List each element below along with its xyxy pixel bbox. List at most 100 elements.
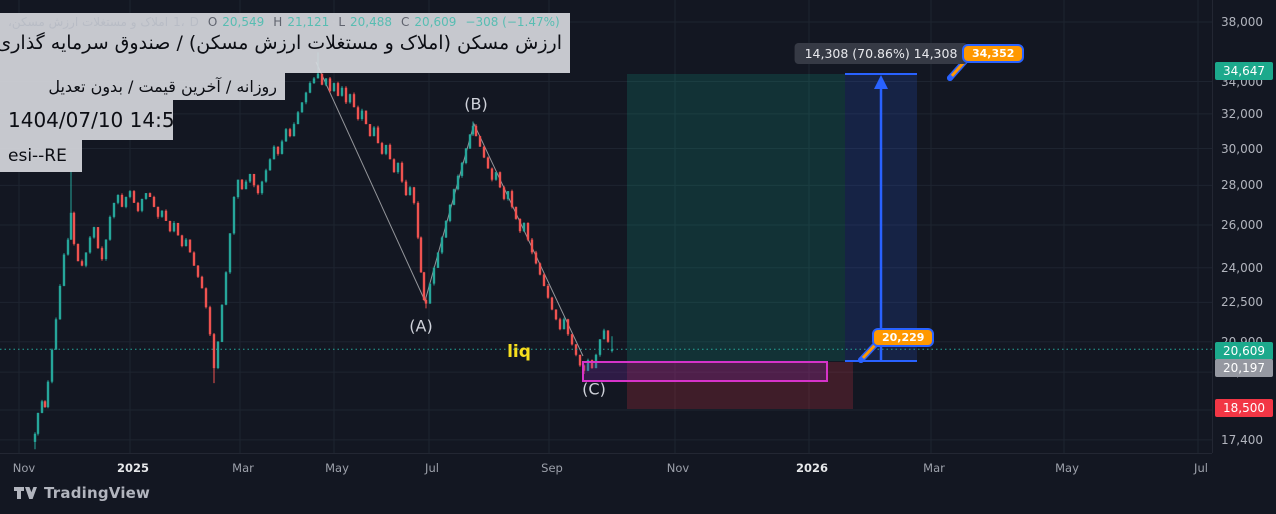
price-level-label: 18,500 xyxy=(1215,399,1273,417)
price-callout-34352[interactable]: 34,352 xyxy=(962,44,1025,63)
time-tick-month: Mar xyxy=(923,461,945,475)
price-level-label: 20,609 xyxy=(1215,342,1273,360)
candle xyxy=(252,173,256,188)
candle xyxy=(380,141,384,155)
legend-high-label: H xyxy=(273,15,283,29)
candle xyxy=(428,283,432,304)
price-tick-label: 26,000 xyxy=(1221,218,1263,232)
candle xyxy=(344,86,348,104)
candle xyxy=(542,273,546,287)
tradingview-branding[interactable]: TradingView xyxy=(14,484,150,502)
candle xyxy=(408,186,412,196)
candle xyxy=(400,161,404,183)
candle xyxy=(140,198,144,213)
range-arrow-drawing[interactable] xyxy=(845,73,917,362)
candle xyxy=(69,170,73,240)
candle xyxy=(356,105,360,121)
legend-interval[interactable]: 1، xyxy=(173,15,185,29)
candle xyxy=(232,196,236,235)
entry-zone-rect[interactable] xyxy=(582,361,828,382)
candle xyxy=(490,167,494,182)
time-tick-year: 2026 xyxy=(795,461,829,475)
note-session-text: روزانه / آخرین قیمت / بدون تعدیل xyxy=(48,77,277,96)
candle xyxy=(172,221,176,233)
time-axis[interactable]: Nov 2025 Mar May Jul Sep Nov 2026 Mar May Jul xyxy=(0,453,1212,480)
candle xyxy=(284,128,288,142)
candle xyxy=(236,179,240,199)
target-zone-teal[interactable] xyxy=(627,74,845,361)
candle xyxy=(292,122,296,137)
price-callout-20229[interactable]: 20,229 xyxy=(872,328,935,347)
candle xyxy=(554,309,558,321)
candle xyxy=(328,77,332,93)
candle xyxy=(144,193,148,200)
candle xyxy=(468,134,472,149)
candle xyxy=(602,328,606,340)
time-tick-month: Jul xyxy=(1194,461,1208,475)
candle xyxy=(276,146,280,156)
candle xyxy=(574,344,578,357)
candle xyxy=(36,412,40,436)
candle xyxy=(204,287,208,309)
candle xyxy=(570,333,574,346)
wave-label-a[interactable]: (A) xyxy=(409,316,433,336)
candle xyxy=(304,91,308,105)
candle xyxy=(412,186,416,205)
candle xyxy=(160,210,164,218)
candlesticks xyxy=(33,52,614,450)
candle xyxy=(124,196,128,209)
stop-zone-red[interactable] xyxy=(627,362,853,409)
projection-boxes[interactable] xyxy=(627,74,917,409)
note-title-text: ارزش مسکن (املاک و مستغلات ارزش مسکن) / … xyxy=(0,32,562,54)
candle xyxy=(108,215,112,241)
liquidity-label[interactable]: liq xyxy=(507,342,531,362)
entry-zone[interactable] xyxy=(582,361,828,382)
legend-open-value: 20,549 xyxy=(222,15,265,29)
candle xyxy=(518,218,522,233)
candle xyxy=(586,358,590,372)
candle xyxy=(92,226,96,239)
candle xyxy=(538,262,542,276)
candle xyxy=(192,251,196,266)
price-tick-label: 32,000 xyxy=(1221,106,1263,121)
candle xyxy=(240,179,244,190)
candle xyxy=(152,195,156,208)
candle xyxy=(368,124,372,137)
note-datetime-box[interactable]: 1404/07/10 14:53 xyxy=(0,100,173,140)
candle xyxy=(212,333,216,384)
candle xyxy=(606,330,610,343)
legend-timeframe[interactable]: D xyxy=(189,15,199,29)
note-title-box[interactable]: ارزش مسکن (املاک و مستغلات ارزش مسکن) / … xyxy=(0,13,570,73)
candle xyxy=(296,111,300,125)
legend-low-value: 20,488 xyxy=(350,15,392,29)
candle xyxy=(364,110,368,125)
legend-symbol-title[interactable]: املاک و مستغلات ارزش مسکن، xyxy=(8,15,169,29)
price-level-label: 20,197 xyxy=(1215,359,1273,377)
price-chart-pane[interactable]: ارزش مسکن (املاک و مستغلات ارزش مسکن) / … xyxy=(0,0,1212,453)
legend-close-label: C xyxy=(401,15,410,29)
wave-label-b[interactable]: (B) xyxy=(464,94,488,114)
note-session-box[interactable]: روزانه / آخرین قیمت / بدون تعدیل xyxy=(0,73,285,100)
candle xyxy=(200,275,204,289)
candle xyxy=(208,305,212,336)
candle xyxy=(404,179,408,196)
time-tick-month: Sep xyxy=(541,461,563,475)
wave-label-c[interactable]: (C) xyxy=(582,379,606,399)
candle xyxy=(128,190,132,199)
note-tag-box[interactable]: esi--RE xyxy=(0,140,82,172)
candle xyxy=(578,354,582,367)
price-axis[interactable]: 38,000 34,000 32,000 30,000 28,000 26,000 24,0… xyxy=(1212,0,1276,453)
price-tick-label: 24,000 xyxy=(1221,260,1263,275)
candle xyxy=(388,143,392,160)
candle xyxy=(392,158,396,173)
candle xyxy=(510,189,514,209)
candle xyxy=(324,78,328,87)
candle xyxy=(116,194,120,205)
candle xyxy=(526,222,530,242)
time-tick-month: May xyxy=(1055,461,1079,475)
price-tick-label: 38,000 xyxy=(1221,15,1263,29)
legend-change: −308 (−1.47%) xyxy=(465,15,560,29)
candle xyxy=(598,339,602,357)
candle xyxy=(132,190,136,203)
